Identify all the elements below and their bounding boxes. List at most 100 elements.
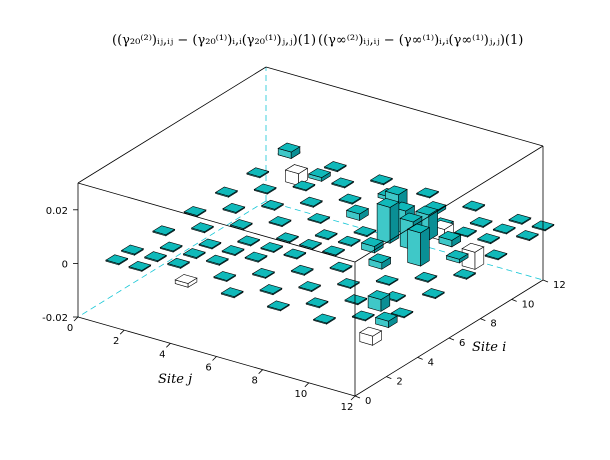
bar-12-11 — [508, 213, 532, 225]
bar-7-7 — [337, 235, 361, 247]
bar-top-face — [284, 164, 309, 175]
bar-top-face — [205, 254, 229, 265]
z-tick-label: 0 — [62, 259, 68, 270]
bar-2-1 — [120, 244, 145, 256]
y-tick-label: 4 — [428, 357, 434, 368]
bar-2-3 — [166, 257, 191, 269]
bar-top-face — [314, 229, 338, 240]
bar-3-12 — [390, 307, 414, 319]
bar-3-3 — [182, 248, 206, 260]
bar-9-4 — [299, 196, 323, 208]
bar-7-2 — [222, 202, 246, 215]
x-tick-mark — [73, 316, 79, 322]
bar-top-face — [331, 177, 355, 188]
bar-3-6 — [251, 267, 276, 279]
x-tick-mark — [304, 382, 310, 388]
x-tick-label: 4 — [159, 349, 165, 360]
y-tick-label: 10 — [522, 299, 535, 310]
bar-top-face — [344, 294, 368, 305]
bar-top-face — [198, 238, 222, 249]
x-tick-mark — [258, 369, 263, 374]
x-tick-label: 10 — [294, 389, 307, 400]
bar-1-1 — [105, 254, 129, 266]
bar-top-face — [159, 241, 183, 252]
bar-2-5 — [213, 271, 237, 283]
bar-top-face — [359, 326, 383, 337]
bar-top-face — [305, 297, 329, 308]
bar-11-2 — [284, 164, 309, 187]
y-tick-mark — [480, 318, 486, 322]
bar-front-face — [407, 228, 421, 267]
bar-12-5 — [369, 174, 394, 186]
bar-top-face — [469, 216, 493, 227]
bar-top-face — [229, 219, 253, 229]
bar-top-face — [246, 167, 270, 178]
y-tick-mark — [511, 298, 517, 302]
bar-4-4 — [221, 245, 245, 257]
bar-top-face — [476, 233, 501, 243]
bar-top-face — [143, 251, 168, 262]
bar-11-4 — [331, 177, 355, 189]
bar-7-4 — [268, 216, 292, 228]
bar-top-face — [360, 237, 384, 247]
bar-9-11 — [461, 242, 485, 270]
bar-top-face — [337, 235, 361, 246]
bar-8-3 — [260, 199, 285, 211]
bar-8-7 — [353, 226, 377, 238]
bar-6-9 — [368, 253, 392, 270]
bar-top-face — [222, 202, 246, 213]
bar-top-face — [174, 274, 198, 284]
bar-11-11 — [492, 223, 516, 235]
x-axis-label: Site j — [158, 372, 192, 387]
bars-group — [105, 142, 555, 346]
bar-5-4 — [237, 235, 261, 247]
top-edge-front — [77, 182, 356, 263]
bar-12-3 — [323, 161, 347, 173]
bar-6-3 — [229, 219, 253, 231]
bar-top-face — [421, 288, 445, 298]
bar-11-3 — [307, 168, 332, 182]
bar-4-5 — [244, 251, 268, 263]
bar-2-12 — [374, 311, 398, 329]
bar-top-face — [367, 290, 391, 300]
bar-top-face — [253, 183, 277, 194]
bar-top-face — [336, 278, 361, 288]
bar-top-face — [321, 245, 346, 256]
bar-top-face — [376, 197, 400, 208]
y-tick-mark — [542, 279, 549, 283]
top-edge-back — [265, 66, 544, 147]
bar-top-face — [492, 223, 516, 234]
bar-top-face — [390, 307, 414, 318]
chart-title: ((γ₂₀⁽²⁾)ᵢⱼ,ᵢⱼ − (γ₂₀⁽¹⁾)ᵢ,ᵢ(γ₂₀⁽¹⁾)ⱼ,ⱼ)… — [112, 33, 523, 48]
bar-top-face — [438, 230, 462, 241]
bar-11-10 — [469, 216, 493, 229]
bar-top-face — [462, 200, 486, 211]
bar-1-10 — [312, 313, 337, 325]
bar-top-face — [369, 174, 394, 185]
y-axis-label: Site i — [472, 340, 506, 355]
bar-10-10 — [453, 226, 478, 238]
bar-top-face — [166, 257, 191, 268]
bar-top-face — [128, 260, 152, 271]
bar-3-4 — [205, 254, 229, 266]
bar-6-11 — [414, 271, 438, 283]
bar-2-11 — [351, 310, 375, 322]
bar-9-10 — [438, 230, 462, 248]
y-tick-mark — [417, 356, 423, 360]
bar-top-face — [152, 225, 176, 236]
bar-top-face — [453, 268, 477, 279]
bar-top-face — [221, 245, 245, 255]
bar-10-5 — [338, 193, 362, 205]
bar-1-12 — [359, 326, 383, 346]
bar-top-face — [244, 251, 268, 262]
bar-8-1 — [214, 186, 239, 198]
top-edge-right — [354, 145, 544, 263]
z-tick-label: 0.02 — [46, 206, 68, 217]
bar-12-7 — [415, 187, 440, 199]
bar-top-face — [351, 310, 375, 321]
bar-top-face — [415, 205, 439, 216]
y-tick-mark — [448, 337, 455, 341]
bar-3-8 — [298, 281, 322, 293]
bar-top-face — [220, 287, 244, 298]
